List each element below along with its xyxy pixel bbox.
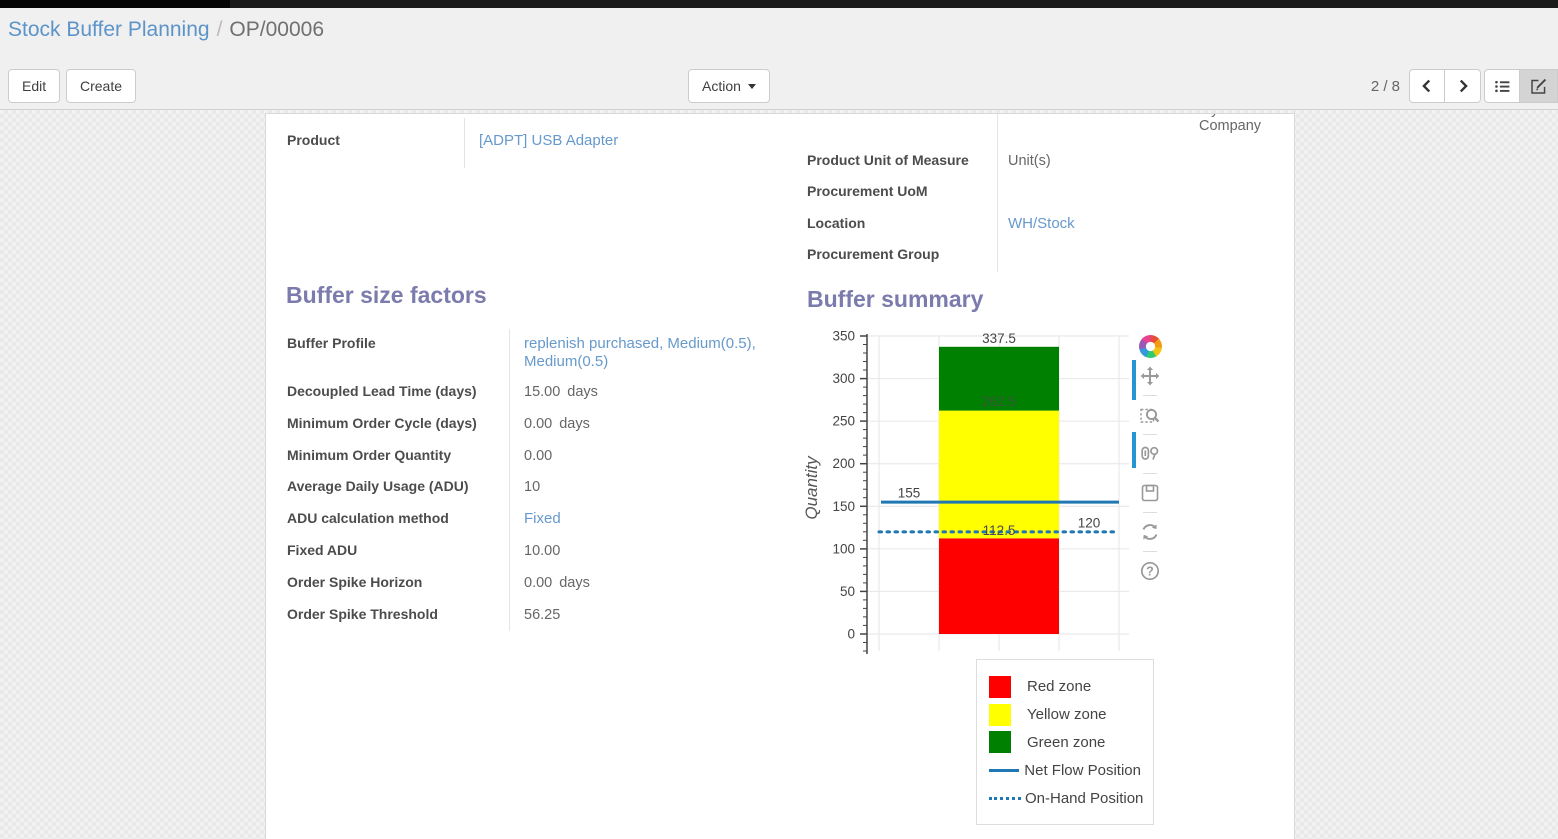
field-row-minimum-order-quantity: Minimum Order Quantity 0.00 xyxy=(286,440,770,473)
field-row-location: Location WH/Stock xyxy=(806,208,1281,240)
field-group-right: My Company Product Unit of Measure Unit(… xyxy=(806,114,1281,272)
legend-item-green-zone[interactable]: Green zone xyxy=(989,729,1141,757)
legend-item-red-zone[interactable]: Red zone xyxy=(989,673,1141,701)
breadcrumb-parent-link[interactable]: Stock Buffer Planning xyxy=(8,18,210,41)
ytick-0: 0 xyxy=(847,627,855,642)
edit-button[interactable]: Edit xyxy=(8,69,61,103)
ytick-350: 350 xyxy=(832,329,855,344)
field-label-product: Product xyxy=(287,132,340,148)
create-button[interactable]: Create xyxy=(66,69,137,103)
green-zone-swatch xyxy=(989,731,1023,754)
breadcrumb-separator: / xyxy=(216,18,223,41)
adu-method-link[interactable]: Fixed xyxy=(524,510,561,528)
form-view-button[interactable] xyxy=(1520,69,1558,103)
buffer-summary-chart: 350 300 250 200 150 100 50 0 Quantity 33… xyxy=(802,329,1129,654)
legend-item-yellow-zone[interactable]: Yellow zone xyxy=(989,701,1141,729)
red-zone-bar xyxy=(939,538,1059,634)
help-icon[interactable]: ? xyxy=(1138,559,1162,583)
pan-icon[interactable] xyxy=(1138,364,1162,388)
top-dark-bar-left-segment xyxy=(0,0,230,8)
pager-previous-button[interactable] xyxy=(1409,69,1445,103)
net-flow-line-swatch xyxy=(989,768,1020,772)
field-group-left: Product [ADPT] USB Adapter xyxy=(286,118,746,168)
location-link[interactable]: WH/Stock xyxy=(1008,214,1075,232)
field-row-order-spike-horizon: Order Spike Horizon 0.00 days xyxy=(286,567,770,600)
control-panel-divider xyxy=(0,109,1558,110)
action-dropdown-button[interactable]: Action xyxy=(688,69,770,103)
green-zone-bar xyxy=(939,346,1059,411)
section-title-buffer-summary: Buffer summary xyxy=(807,286,984,312)
list-view-button[interactable] xyxy=(1484,69,1520,103)
field-row-order-spike-threshold: Order Spike Threshold 56.25 xyxy=(286,599,770,632)
field-row-minimum-order-cycle: Minimum Order Cycle (days) 0.00 days xyxy=(286,408,770,441)
annotation-on-hand: 120 xyxy=(1078,516,1101,531)
control-panel: Edit Create Action 2 / 8 xyxy=(0,60,1558,108)
chevron-left-icon xyxy=(1422,79,1431,93)
field-row-fixed-adu: Fixed ADU 10.00 xyxy=(286,535,770,568)
legend-item-on-hand-position[interactable]: On-Hand Position xyxy=(989,784,1143,812)
page-background: Product [ADPT] USB Adapter My Company Pr… xyxy=(0,110,1558,839)
field-row-product: Product [ADPT] USB Adapter xyxy=(286,118,746,168)
field-row-clipped-top: My Company xyxy=(806,114,1281,146)
pager-counter: 2 / 8 xyxy=(1370,77,1400,95)
buffer-profile-link[interactable]: replenish purchased, Medium(0.5), Medium… xyxy=(524,335,756,370)
breadcrumb-current: OP/00006 xyxy=(229,18,324,41)
pager-next-button[interactable] xyxy=(1445,69,1481,103)
breadcrumb: Stock Buffer Planning / OP/00006 xyxy=(8,18,324,42)
annotation-red-top: 112.5 xyxy=(983,523,1016,538)
modebar-active-indicator-1 xyxy=(1132,360,1136,400)
ytick-50: 50 xyxy=(840,584,855,599)
section-title-buffer-size-factors: Buffer size factors xyxy=(286,282,487,308)
legend-item-net-flow-position[interactable]: Net Flow Position xyxy=(989,756,1141,784)
top-dark-bar xyxy=(0,0,1558,8)
plotly-logo-icon[interactable] xyxy=(1138,334,1162,358)
chevron-right-icon xyxy=(1459,79,1468,93)
svg-text:?: ? xyxy=(1146,565,1154,579)
on-hand-dotted-swatch xyxy=(989,796,1021,800)
field-row-procurement-uom: Procurement UoM xyxy=(806,177,1281,209)
ytick-100: 100 xyxy=(832,541,855,556)
product-link[interactable]: [ADPT] USB Adapter xyxy=(479,132,619,149)
clipped-company-value: My Company xyxy=(1199,114,1262,134)
section-buffer-size-factors: Buffer size factors Buffer Profile reple… xyxy=(286,282,770,632)
form-view-icon xyxy=(1531,78,1547,94)
annotation-green-top: 337.5 xyxy=(982,331,1016,346)
field-row-buffer-profile: Buffer Profile replenish purchased, Medi… xyxy=(286,329,770,377)
field-row-adu-calculation-method: ADU calculation method Fixed xyxy=(286,504,770,536)
ytick-300: 300 xyxy=(832,371,855,386)
caret-down-icon xyxy=(747,83,756,89)
ytick-250: 250 xyxy=(832,414,855,429)
ytick-200: 200 xyxy=(832,456,855,471)
product-uom-value: Unit(s) xyxy=(1008,152,1051,169)
field-row-product-uom: Product Unit of Measure Unit(s) xyxy=(806,145,1281,177)
hover-compare-icon[interactable] xyxy=(1138,442,1162,466)
ytick-150: 150 xyxy=(832,499,855,514)
view-switcher-group xyxy=(1484,69,1558,103)
annotation-yellow-top: 262.5 xyxy=(982,394,1016,409)
field-row-average-daily-usage: Average Daily Usage (ADU) 10 xyxy=(286,472,770,505)
chart-legend: Red zone Yellow zone Green zone Net Flow… xyxy=(976,659,1154,825)
box-zoom-icon[interactable] xyxy=(1138,403,1162,427)
save-icon[interactable] xyxy=(1138,481,1162,505)
yellow-zone-swatch xyxy=(989,703,1023,726)
field-row-decoupled-lead-time: Decoupled Lead Time (days) 15.00 days xyxy=(286,377,770,409)
chart-modebar: ? xyxy=(1137,331,1163,586)
modebar-active-indicator-2 xyxy=(1132,432,1136,468)
y-axis-title: Quantity xyxy=(802,455,821,520)
annotation-net-flow: 155 xyxy=(898,486,921,501)
field-row-procurement-group: Procurement Group xyxy=(806,240,1281,272)
list-view-icon xyxy=(1494,80,1509,92)
red-zone-swatch xyxy=(989,675,1023,698)
yellow-zone-bar xyxy=(939,410,1059,539)
reset-axes-icon[interactable] xyxy=(1138,520,1162,544)
pager-nav-group xyxy=(1409,69,1481,103)
form-sheet: Product [ADPT] USB Adapter My Company Pr… xyxy=(265,113,1295,839)
